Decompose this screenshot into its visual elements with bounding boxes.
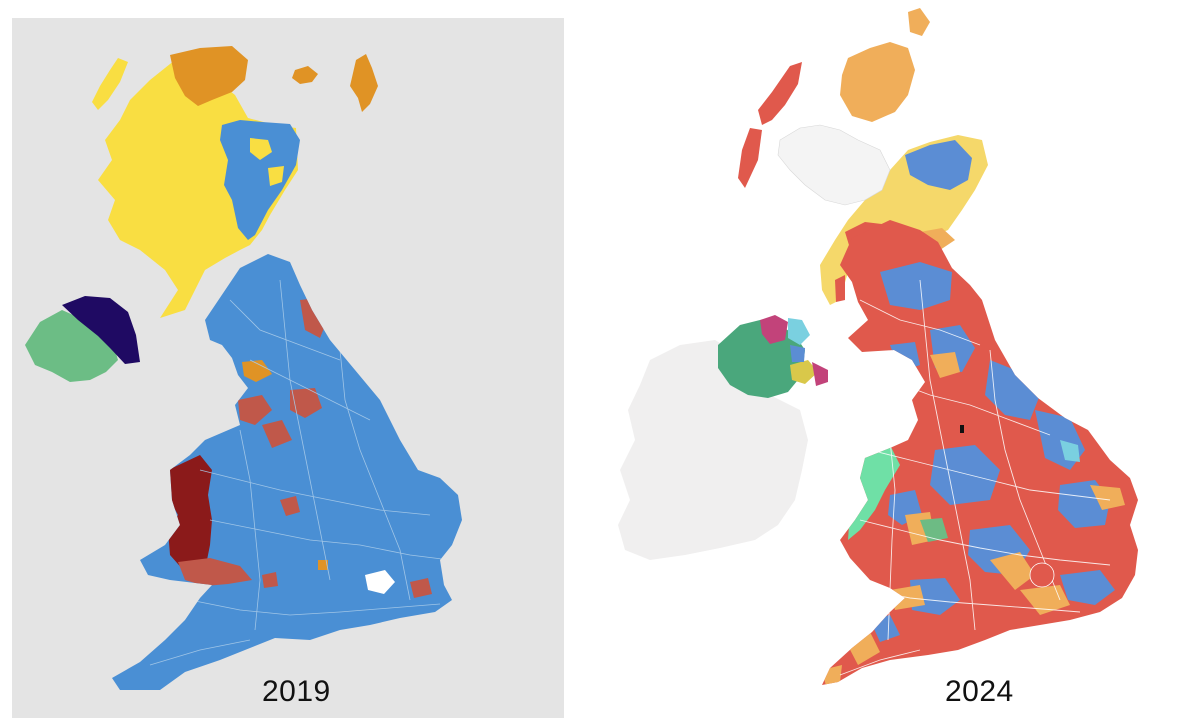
- constituency-boundaries-2019: [149, 279, 451, 666]
- east-coast-reform-region-2024: [1060, 440, 1080, 462]
- south-conservative-region-2024: [910, 578, 960, 615]
- cumbria-conservative-region-2024: [890, 342, 920, 372]
- london-cluster-2024: [1029, 562, 1055, 588]
- kintyre-labour-region-2024: [835, 275, 845, 302]
- uk-election-map-2024: [618, 8, 1138, 685]
- scotland-northeast-conservative-region: [220, 120, 300, 240]
- year-label-2024: 2024: [945, 675, 1014, 708]
- midlands-labour-pocket: [280, 496, 300, 516]
- scotland-yellow-pocket-region: [250, 138, 272, 160]
- wales-labour-region: [168, 455, 212, 572]
- london-libdem-pocket: [318, 560, 328, 570]
- northern-ireland-dup-east-region-2024: [812, 362, 828, 386]
- scotland-far-north-libdem-region-2024: [840, 42, 915, 122]
- northern-ireland-dup-region-2024: [760, 315, 788, 344]
- westmorland-libdem-region-2024: [930, 352, 960, 378]
- london-labour-pocket: [410, 578, 432, 598]
- northern-ireland-sinn-fein-region: [25, 310, 118, 382]
- northern-ireland-alliance-region-2024: [790, 360, 818, 384]
- surrey-libdem-region-2024: [1020, 585, 1070, 615]
- northern-ireland-sdlp-region-2024: [790, 345, 805, 362]
- england-wales-conservative-region: [112, 254, 462, 690]
- northern-ireland-tuv-region-2024: [788, 318, 810, 345]
- scotland-highlands-region-2024: [777, 124, 891, 206]
- constituency-boundaries-2024: [839, 279, 1111, 676]
- scotland-north-highland-region: [170, 46, 248, 106]
- manchester-labour-pocket: [262, 420, 292, 448]
- kent-conservative-region-2024: [1060, 570, 1115, 605]
- oxfordshire-libdem-region-2024: [990, 552, 1035, 590]
- skye-labour-region-2024: [738, 128, 762, 188]
- year-label-2019: 2019: [262, 675, 331, 708]
- merseyside-labour-pocket: [238, 395, 272, 425]
- herefordshire-green-region-2024: [920, 518, 948, 542]
- yorkshire-labour-pocket: [290, 388, 322, 418]
- independent-seat-marker-2024: [960, 425, 964, 433]
- norfolk-libdem-region-2024: [1090, 485, 1125, 510]
- yorkshire-conservative-region-2024: [985, 360, 1040, 420]
- northern-ireland-dup-region: [62, 296, 140, 364]
- outer-hebrides-region: [92, 58, 128, 110]
- south-wales-labour-region: [178, 558, 252, 586]
- midlands-conservative-region-2024: [930, 445, 1000, 505]
- uk-election-map-2019: [25, 46, 462, 690]
- cumbria-libdem-pocket: [242, 360, 272, 382]
- western-isles-labour-region-2024: [758, 62, 802, 125]
- scotland-northeast-conservative-region-2024: [905, 140, 972, 190]
- speaker-seat-pocket: [365, 570, 395, 594]
- borders-conservative-region-2024: [880, 262, 952, 310]
- shetland-islands-region: [350, 54, 378, 112]
- map-panel-2024: 2024: [590, 0, 1200, 721]
- orkney-region-2024: [908, 8, 930, 36]
- scotland-yellow-pocket-region-2: [268, 166, 284, 186]
- map-panel-2019: 2019: [0, 0, 590, 721]
- scotland-east-libdem-region-2024: [920, 228, 955, 250]
- bristol-labour-pocket: [262, 572, 278, 588]
- orkney-islands-region: [292, 66, 318, 84]
